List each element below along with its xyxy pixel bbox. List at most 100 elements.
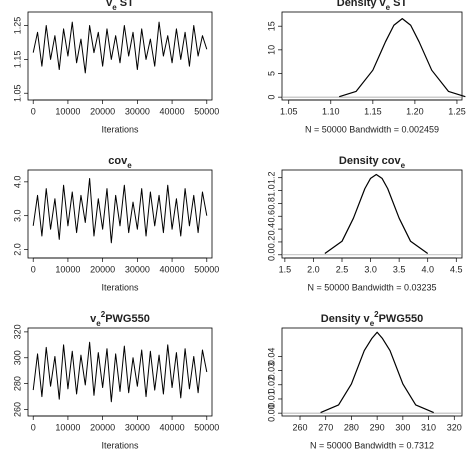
x-tick-label: 0 (31, 264, 36, 274)
title-part: Density v (337, 0, 387, 9)
x-tick-label: 3.5 (393, 264, 406, 274)
series-line (324, 173, 429, 254)
y-tick-label: 0.01 (266, 390, 276, 408)
plot-frame (281, 169, 463, 259)
x-tick-label: 50000 (194, 264, 219, 274)
x-tick-label: 1.05 (280, 106, 298, 116)
y-tick-label: 2.0 (12, 243, 22, 256)
x-tick-label: 3.0 (364, 264, 377, 274)
x-tick-label: 2.0 (307, 264, 320, 274)
x-tick-label: 30000 (125, 106, 150, 116)
y-tick-label: 300 (12, 350, 22, 365)
x-tick-label: 270 (318, 422, 333, 432)
x-tick-label: 280 (344, 422, 359, 432)
panel-title: Density ve2PWG550 (321, 310, 423, 328)
plot-frame (27, 327, 213, 417)
x-axis-label: N = 50000 Bandwidth = 0.002459 (305, 124, 439, 134)
title-part: PWG550 (379, 313, 424, 325)
y-tick-label: 0.02 (266, 376, 276, 394)
title-part: PWG550 (105, 313, 150, 325)
x-tick-label: 1.20 (406, 106, 424, 116)
panel-title: Density ve ST (337, 0, 408, 12)
title-part: e (112, 3, 117, 12)
y-tick-label: 0.8 (266, 197, 276, 210)
y-tick-label: 0.0 (266, 249, 276, 262)
x-tick-label: 50000 (194, 422, 219, 432)
plot-frame (281, 11, 463, 101)
panel-title: cove (108, 155, 132, 170)
y-tick-label: 5 (266, 71, 276, 76)
y-tick-label: 1.0 (266, 184, 276, 197)
title-part: e (370, 319, 375, 328)
x-tick-label: 10000 (55, 264, 80, 274)
x-tick-label: 0 (31, 422, 36, 432)
x-tick-label: 40000 (160, 106, 185, 116)
series-line (320, 331, 434, 414)
title-part: v (90, 313, 97, 325)
series-line (32, 177, 208, 244)
y-tick-label: 0 (266, 95, 276, 100)
y-tick-label: 0.2 (266, 236, 276, 249)
x-tick-label: 320 (447, 422, 462, 432)
plot-frame (27, 11, 213, 101)
y-tick-label: 1.05 (12, 84, 22, 102)
plot-frame (281, 327, 463, 417)
panel-title: Density cove (339, 155, 406, 170)
title-part: e (96, 319, 101, 328)
y-tick-label: 0.6 (266, 210, 276, 223)
x-axis-label: Iterations (101, 440, 139, 450)
title-part: cov (108, 155, 128, 167)
panel-title: ve2PWG550 (90, 310, 150, 328)
x-tick-label: 260 (292, 422, 307, 432)
y-tick-label: 0.00 (266, 404, 276, 422)
x-tick-label: 1.15 (364, 106, 382, 116)
x-tick-label: 0 (31, 106, 36, 116)
y-tick-label: 15 (266, 21, 276, 31)
x-tick-label: 4.5 (450, 264, 463, 274)
y-tick-label: 0.4 (266, 223, 276, 236)
x-tick-label: 1.5 (279, 264, 292, 274)
series-line (32, 21, 208, 74)
title-part: e (401, 161, 406, 170)
title-part: ST (117, 0, 134, 9)
title-part: e (386, 3, 391, 12)
title-part: v (106, 0, 113, 9)
title-part: 2 (374, 310, 379, 319)
x-tick-label: 30000 (125, 264, 150, 274)
y-tick-label: 320 (12, 324, 22, 339)
y-tick-label: 280 (12, 376, 22, 391)
title-part: Density v (321, 313, 371, 325)
series-line (339, 18, 466, 98)
y-tick-label: 4.0 (12, 176, 22, 189)
x-tick-label: 20000 (90, 106, 115, 116)
y-tick-label: 0.03 (266, 362, 276, 380)
y-tick-label: 1.15 (12, 51, 22, 69)
x-tick-label: 310 (421, 422, 436, 432)
x-tick-label: 30000 (125, 422, 150, 432)
x-tick-label: 1.10 (322, 106, 340, 116)
x-axis-label: N = 50000 Bandwidth = 0.03235 (307, 282, 436, 292)
title-part: Density cov (339, 155, 402, 167)
x-tick-label: 1.25 (448, 106, 466, 116)
y-tick-label: 1.25 (12, 17, 22, 35)
x-tick-label: 2.5 (336, 264, 349, 274)
x-tick-label: 10000 (55, 106, 80, 116)
panel-title: ve ST (106, 0, 134, 12)
x-tick-label: 50000 (194, 106, 219, 116)
y-tick-label: 10 (266, 45, 276, 55)
x-tick-label: 4.0 (421, 264, 434, 274)
y-tick-label: 260 (12, 402, 22, 417)
x-tick-label: 300 (395, 422, 410, 432)
x-axis-label: Iterations (101, 124, 139, 134)
title-part: ST (390, 0, 407, 9)
x-axis-label: N = 50000 Bandwidth = 0.7312 (310, 440, 434, 450)
x-axis-label: Iterations (101, 282, 139, 292)
plot-frame (27, 169, 213, 259)
y-tick-label: 1.2 (266, 171, 276, 184)
x-tick-label: 40000 (160, 422, 185, 432)
x-tick-label: 10000 (55, 422, 80, 432)
y-tick-label: 0.04 (266, 348, 276, 366)
title-part: 2 (101, 310, 106, 319)
x-tick-label: 20000 (90, 264, 115, 274)
